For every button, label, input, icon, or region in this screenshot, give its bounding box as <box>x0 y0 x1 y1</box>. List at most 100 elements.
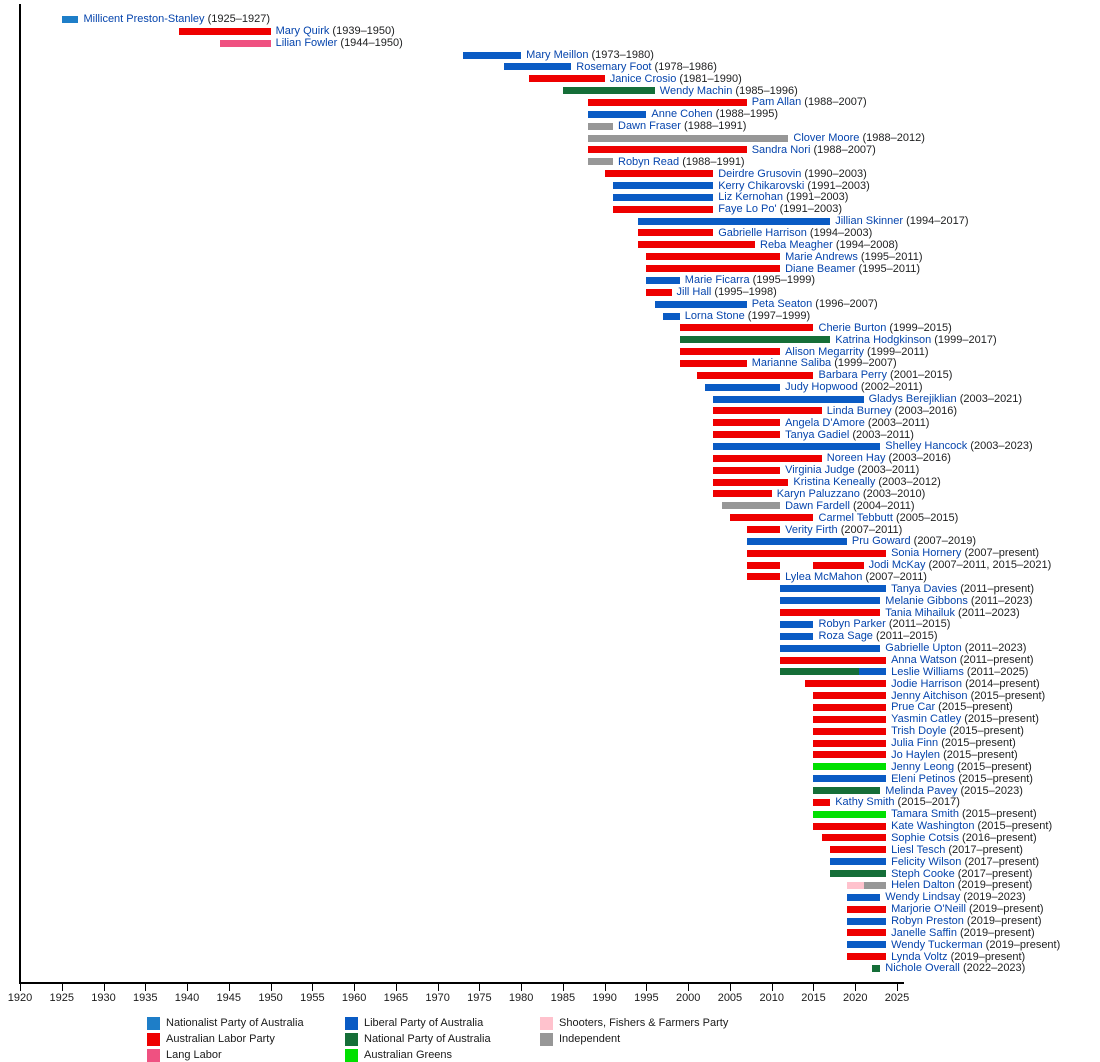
member-link[interactable]: Robyn Read <box>618 155 680 168</box>
x-axis-tick-label: 1995 <box>634 992 659 1004</box>
member-link[interactable]: Mary Quirk <box>275 25 330 38</box>
member-link[interactable]: Marjorie O'Neill <box>891 903 966 916</box>
member-link[interactable]: Pam Allan <box>751 96 802 109</box>
legend-label-liberal: Liberal Party of Australia <box>364 1017 484 1029</box>
member-link[interactable]: Angela D'Amore <box>785 416 865 429</box>
member-link[interactable]: Rosemary Foot <box>576 60 652 73</box>
member-link[interactable]: Marie Ficarra <box>684 274 750 287</box>
member-link[interactable]: Barbara Perry <box>818 369 887 382</box>
member-link[interactable]: Dawn Fardell <box>785 499 850 512</box>
member-link[interactable]: Julia Finn <box>891 737 939 749</box>
member-link[interactable]: Lynda Voltz <box>891 950 948 963</box>
timeline-bar-segment-national <box>780 668 860 676</box>
member-dates: (2003–2011) <box>864 416 930 429</box>
member-link[interactable]: Clover Moore <box>793 132 860 144</box>
member-link[interactable]: Jenny Leong <box>891 760 955 773</box>
member-link[interactable]: Kerry Chikarovski <box>718 179 805 192</box>
member-link[interactable]: Carmel Tebbutt <box>818 511 893 524</box>
member-link[interactable]: Melanie Gibbons <box>885 594 968 607</box>
member-link[interactable]: Lylea McMahon <box>785 570 863 583</box>
member-link[interactable]: Wendy Machin <box>659 84 733 97</box>
member-link[interactable]: Tania Mihailuk <box>885 606 955 619</box>
member-link[interactable]: Verity Firth <box>785 523 838 536</box>
member-link[interactable]: Robyn Parker <box>818 618 886 631</box>
member-link[interactable]: Deirdre Grusovin <box>718 167 802 180</box>
member-link[interactable]: Janice Crosio <box>609 72 677 85</box>
member-link[interactable]: Noreen Hay <box>826 452 886 465</box>
member-link[interactable]: Roza Sage <box>818 630 873 643</box>
member-link[interactable]: Liesl Tesch <box>891 843 946 856</box>
timeline-bar-segment-labor <box>679 324 814 332</box>
member-link[interactable]: Shelley Hancock <box>885 440 968 453</box>
member-link[interactable]: Melinda Pavey <box>885 784 958 797</box>
member-link[interactable]: Karyn Paluzzano <box>776 487 860 500</box>
member-label: Rosemary Foot (1978–1986) <box>576 61 717 73</box>
member-link[interactable]: Katrina Hodgkinson <box>835 333 932 346</box>
member-link[interactable]: Eleni Petinos <box>891 772 956 785</box>
member-link[interactable]: Trish Doyle <box>891 725 947 738</box>
member-link[interactable]: Kristina Keneally <box>793 476 876 488</box>
member-link[interactable]: Jo Haylen <box>891 748 941 761</box>
member-dates: (1944–1950) <box>337 37 403 50</box>
legend-label-national: National Party of Australia <box>364 1033 491 1045</box>
member-link[interactable]: Helen Dalton <box>891 879 955 892</box>
member-label: Kerry Chikarovski (1991–2003) <box>718 180 870 192</box>
member-link[interactable]: Janelle Saffin <box>891 926 957 939</box>
member-link[interactable]: Marianne Saliba <box>751 357 832 370</box>
member-link[interactable]: Anna Watson <box>891 654 957 666</box>
member-link[interactable]: Cherie Burton <box>818 321 887 334</box>
member-link[interactable]: Anne Cohen <box>651 108 713 121</box>
member-link[interactable]: Wendy Lindsay <box>885 891 961 904</box>
timeline-bar-segment-labor <box>813 751 887 759</box>
member-link[interactable]: Peta Seaton <box>751 298 813 311</box>
member-link[interactable]: Leslie Williams <box>891 665 964 678</box>
member-link[interactable]: Pru Goward <box>851 535 911 548</box>
member-link[interactable]: Kathy Smith <box>835 796 895 809</box>
member-link[interactable]: Gabrielle Upton <box>885 642 962 655</box>
member-link[interactable]: Jillian Skinner <box>835 215 904 228</box>
member-link[interactable]: Reba Meagher <box>760 238 833 251</box>
member-link[interactable]: Marie Andrews <box>785 250 858 263</box>
member-label: Jill Hall (1995–1998) <box>677 286 777 298</box>
member-dates: (2019–present) <box>947 950 1026 963</box>
x-axis-tick-label: 1920 <box>7 992 33 1004</box>
member-link[interactable]: Jill Hall <box>676 286 712 299</box>
member-link[interactable]: Steph Cooke <box>891 867 955 880</box>
member-link[interactable]: Jodie Harrison <box>891 677 963 690</box>
member-link[interactable]: Wendy Tuckerman <box>891 938 983 951</box>
member-link[interactable]: Lorna Stone <box>684 310 745 322</box>
member-link[interactable]: Diane Beamer <box>785 262 856 275</box>
member-link[interactable]: Virginia Judge <box>785 464 855 477</box>
member-dates: (1991–2003) <box>783 191 849 204</box>
member-link[interactable]: Alison Megarrity <box>785 345 864 358</box>
member-link[interactable]: Liz Kernohan <box>718 191 784 204</box>
member-link[interactable]: Gabrielle Harrison <box>718 226 807 239</box>
member-link[interactable]: Sandra Nori <box>751 143 811 156</box>
timeline-bar-segment-labor <box>178 27 271 35</box>
member-link[interactable]: Judy Hopwood <box>785 381 858 394</box>
legend-label-sff: Shooters, Fishers & Farmers Party <box>559 1017 729 1029</box>
member-link[interactable]: Lilian Fowler <box>275 37 338 50</box>
member-link[interactable]: Prue Car <box>891 701 936 714</box>
member-link[interactable]: Yasmin Catley <box>891 713 962 726</box>
member-link[interactable]: Tanya Davies <box>891 582 958 595</box>
member-link[interactable]: Mary Meillon <box>526 49 589 61</box>
member-label: Roza Sage (2011–2015) <box>819 630 938 642</box>
member-link[interactable]: Sonia Hornery <box>891 547 962 560</box>
member-link[interactable]: Millicent Preston-Stanley <box>83 13 205 26</box>
member-link[interactable]: Felicity Wilson <box>891 855 962 868</box>
member-dates: (2003–2011) <box>849 428 914 441</box>
member-link[interactable]: Faye Lo Po' <box>718 203 777 216</box>
member-link[interactable]: Kate Washington <box>891 820 975 833</box>
member-link[interactable]: Tanya Gadiel <box>785 428 850 441</box>
member-link[interactable]: Dawn Fraser <box>618 120 681 133</box>
member-link[interactable]: Gladys Berejiklian <box>868 393 957 405</box>
member-link[interactable]: Sophie Cotsis <box>891 831 959 844</box>
member-link[interactable]: Linda Burney <box>826 404 892 417</box>
member-dates: (2022–2023) <box>959 962 1026 975</box>
member-link[interactable]: Robyn Preston <box>891 915 964 927</box>
member-link[interactable]: Jodi McKay <box>868 559 926 572</box>
member-link[interactable]: Tamara Smith <box>891 808 959 821</box>
member-link[interactable]: Jenny Aitchison <box>891 689 968 702</box>
member-link[interactable]: Nichole Overall <box>885 962 960 975</box>
